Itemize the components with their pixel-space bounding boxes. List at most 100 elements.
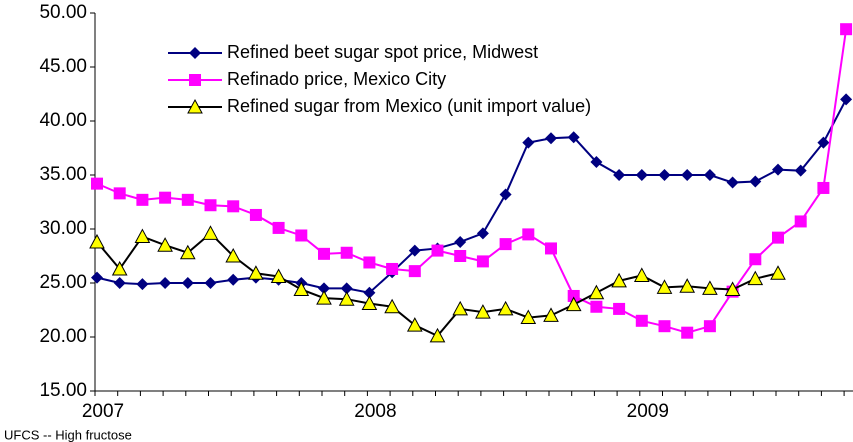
- point: [794, 164, 807, 177]
- point: [361, 295, 378, 311]
- point: [635, 314, 648, 327]
- y-tick-label: 25.00: [39, 272, 87, 293]
- point: [340, 246, 353, 259]
- point: [338, 291, 355, 306]
- point: [794, 215, 807, 228]
- point: [567, 289, 580, 302]
- point: [772, 231, 784, 244]
- point: [202, 225, 219, 240]
- point: [656, 279, 673, 294]
- y-tick-label: 45.00: [39, 56, 87, 77]
- point: [679, 278, 696, 293]
- legend-marker: [189, 47, 201, 59]
- point: [611, 272, 627, 288]
- point: [113, 187, 126, 200]
- point: [724, 281, 741, 296]
- point: [272, 221, 285, 234]
- point: [111, 260, 128, 276]
- point: [181, 277, 194, 289]
- point: [363, 286, 376, 299]
- point: [772, 163, 784, 176]
- point: [91, 177, 103, 190]
- point: [431, 244, 444, 257]
- point: [318, 282, 330, 295]
- point: [204, 277, 217, 289]
- point: [545, 132, 557, 145]
- y-tick-label: 40.00: [39, 110, 87, 131]
- point: [113, 277, 126, 289]
- legend: Refined beet sugar spot price, Midwest Re…: [168, 42, 591, 116]
- point: [159, 277, 172, 289]
- y-tick-label: 15.00: [39, 380, 87, 401]
- legend-label: Refined beet sugar spot price, Midwest: [227, 42, 538, 62]
- point: [545, 242, 557, 255]
- point: [363, 256, 376, 269]
- point: [454, 250, 467, 262]
- point: [588, 284, 605, 300]
- y-tick-label: 30.00: [39, 218, 87, 239]
- x-tick-label: 2008: [354, 401, 396, 422]
- point: [136, 193, 149, 206]
- point: [590, 156, 603, 169]
- point: [702, 280, 718, 295]
- point: [840, 23, 853, 36]
- point: [318, 247, 330, 260]
- point: [817, 181, 830, 194]
- y-tick-label: 50.00: [39, 2, 87, 23]
- point: [658, 320, 671, 333]
- point: [408, 244, 421, 257]
- point: [316, 290, 332, 305]
- point: [613, 302, 626, 315]
- point: [747, 270, 764, 286]
- point: [429, 327, 446, 343]
- point: [157, 237, 173, 252]
- point: [134, 228, 151, 244]
- point: [613, 169, 626, 181]
- point: [384, 298, 400, 314]
- point: [635, 169, 648, 181]
- point: [408, 265, 421, 278]
- point: [590, 300, 603, 313]
- point: [179, 244, 196, 260]
- point: [726, 176, 739, 189]
- x-tick-label: 2007: [82, 401, 124, 422]
- point: [770, 265, 786, 280]
- x-tick-label: 2009: [627, 401, 669, 422]
- point: [89, 233, 105, 249]
- y-tick-label: 20.00: [39, 326, 87, 347]
- point: [749, 253, 762, 266]
- point: [658, 169, 671, 181]
- point: [520, 309, 537, 325]
- point: [681, 169, 694, 181]
- legend-label: Refinado price, Mexico City: [227, 69, 446, 89]
- point: [295, 229, 308, 242]
- point: [454, 235, 467, 248]
- point: [817, 136, 830, 149]
- point: [703, 169, 716, 181]
- point: [497, 300, 514, 316]
- point: [340, 282, 353, 295]
- y-tick-label: 35.00: [39, 164, 87, 185]
- point: [293, 281, 310, 296]
- legend-label: Refined sugar from Mexico (unit import v…: [227, 96, 591, 116]
- point: [406, 317, 423, 332]
- point: [703, 320, 716, 333]
- series-line: [96, 29, 848, 334]
- series-line: [96, 98, 847, 294]
- point: [522, 136, 535, 149]
- point: [386, 262, 399, 275]
- point: [567, 131, 580, 144]
- point: [248, 265, 264, 280]
- point: [204, 199, 217, 212]
- point: [476, 255, 489, 268]
- point: [499, 238, 512, 251]
- legend-marker: [187, 98, 203, 114]
- point: [136, 278, 149, 291]
- point: [633, 267, 650, 282]
- point: [227, 273, 240, 286]
- point: [159, 191, 172, 204]
- point: [749, 175, 762, 188]
- point: [270, 268, 287, 284]
- point: [475, 304, 491, 319]
